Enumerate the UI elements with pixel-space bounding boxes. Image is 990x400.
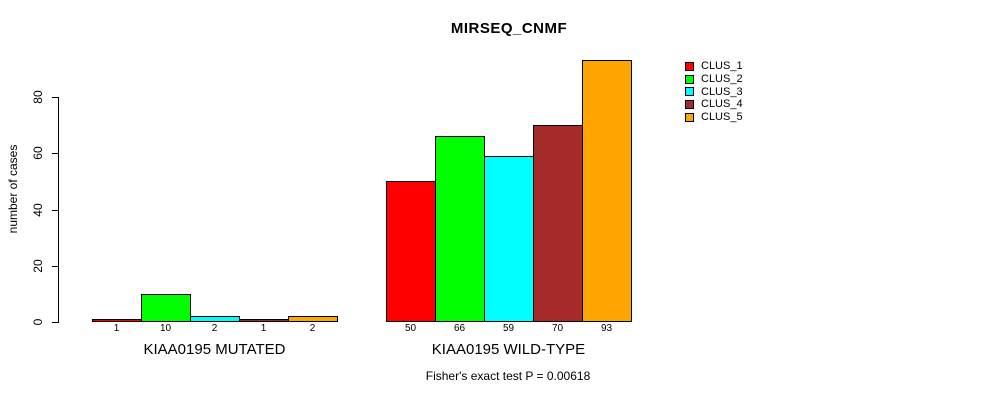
legend-swatch [685,87,694,97]
chart-title: MIRSEQ_CNMF [450,20,568,37]
bar [386,181,436,322]
group-label-wild-type: KIAA0195 WILD-TYPE [431,341,586,358]
y-axis-tick [52,265,59,267]
legend-item: CLUS_1 [685,60,743,73]
y-axis-tick-label: 60 [31,146,45,160]
bar-value-label: 1 [260,323,267,334]
legend-label: CLUS_2 [701,73,743,86]
legend-swatch [685,74,694,84]
bar-value-label: 2 [309,323,316,334]
bar [582,60,632,322]
y-axis-tick-label: 20 [31,259,45,273]
y-axis-tick [52,153,59,155]
legend: CLUS_1 CLUS_2 CLUS_3 CLUS_4 CLUS_5 [685,60,743,123]
bar-value-label: 93 [600,323,613,334]
y-axis-tick [52,97,59,98]
legend-swatch [685,61,694,71]
legend-label: CLUS_3 [701,85,743,98]
bar-value-label: 66 [453,323,466,334]
legend-swatch [685,112,694,122]
y-axis-tick-label: 40 [31,202,45,217]
legend-item: CLUS_3 [685,85,743,98]
bar [141,293,191,322]
y-axis-tick-label: 80 [31,90,45,104]
legend-label: CLUS_4 [701,98,743,111]
bar [435,136,485,322]
legend-label: CLUS_1 [701,60,743,73]
legend-item: CLUS_4 [685,98,743,111]
bar-value-label: 70 [551,323,564,334]
y-axis-title: number of cases [6,144,20,234]
bar-value-label: 10 [159,323,172,334]
legend-label: CLUS_5 [701,111,743,124]
y-axis-tick-label: 0 [31,318,45,326]
legend-item: CLUS_5 [685,111,743,124]
legend-swatch [685,99,694,109]
bar [239,319,289,322]
bar-value-label: 2 [211,323,218,334]
bar [288,316,338,322]
group-label-mutated: KIAA0195 MUTATED [143,341,286,358]
bar [190,316,240,322]
bar-value-label: 1 [113,323,120,334]
y-axis-tick [52,322,59,323]
y-axis-tick [52,209,59,211]
bar [533,125,583,322]
bar [92,319,142,322]
bar-value-label: 59 [502,323,515,334]
bar-value-label: 50 [404,323,417,334]
bar [484,156,534,322]
legend-item: CLUS_2 [685,73,743,86]
fisher-test-note: Fisher's exact test P = 0.00618 [425,369,591,383]
